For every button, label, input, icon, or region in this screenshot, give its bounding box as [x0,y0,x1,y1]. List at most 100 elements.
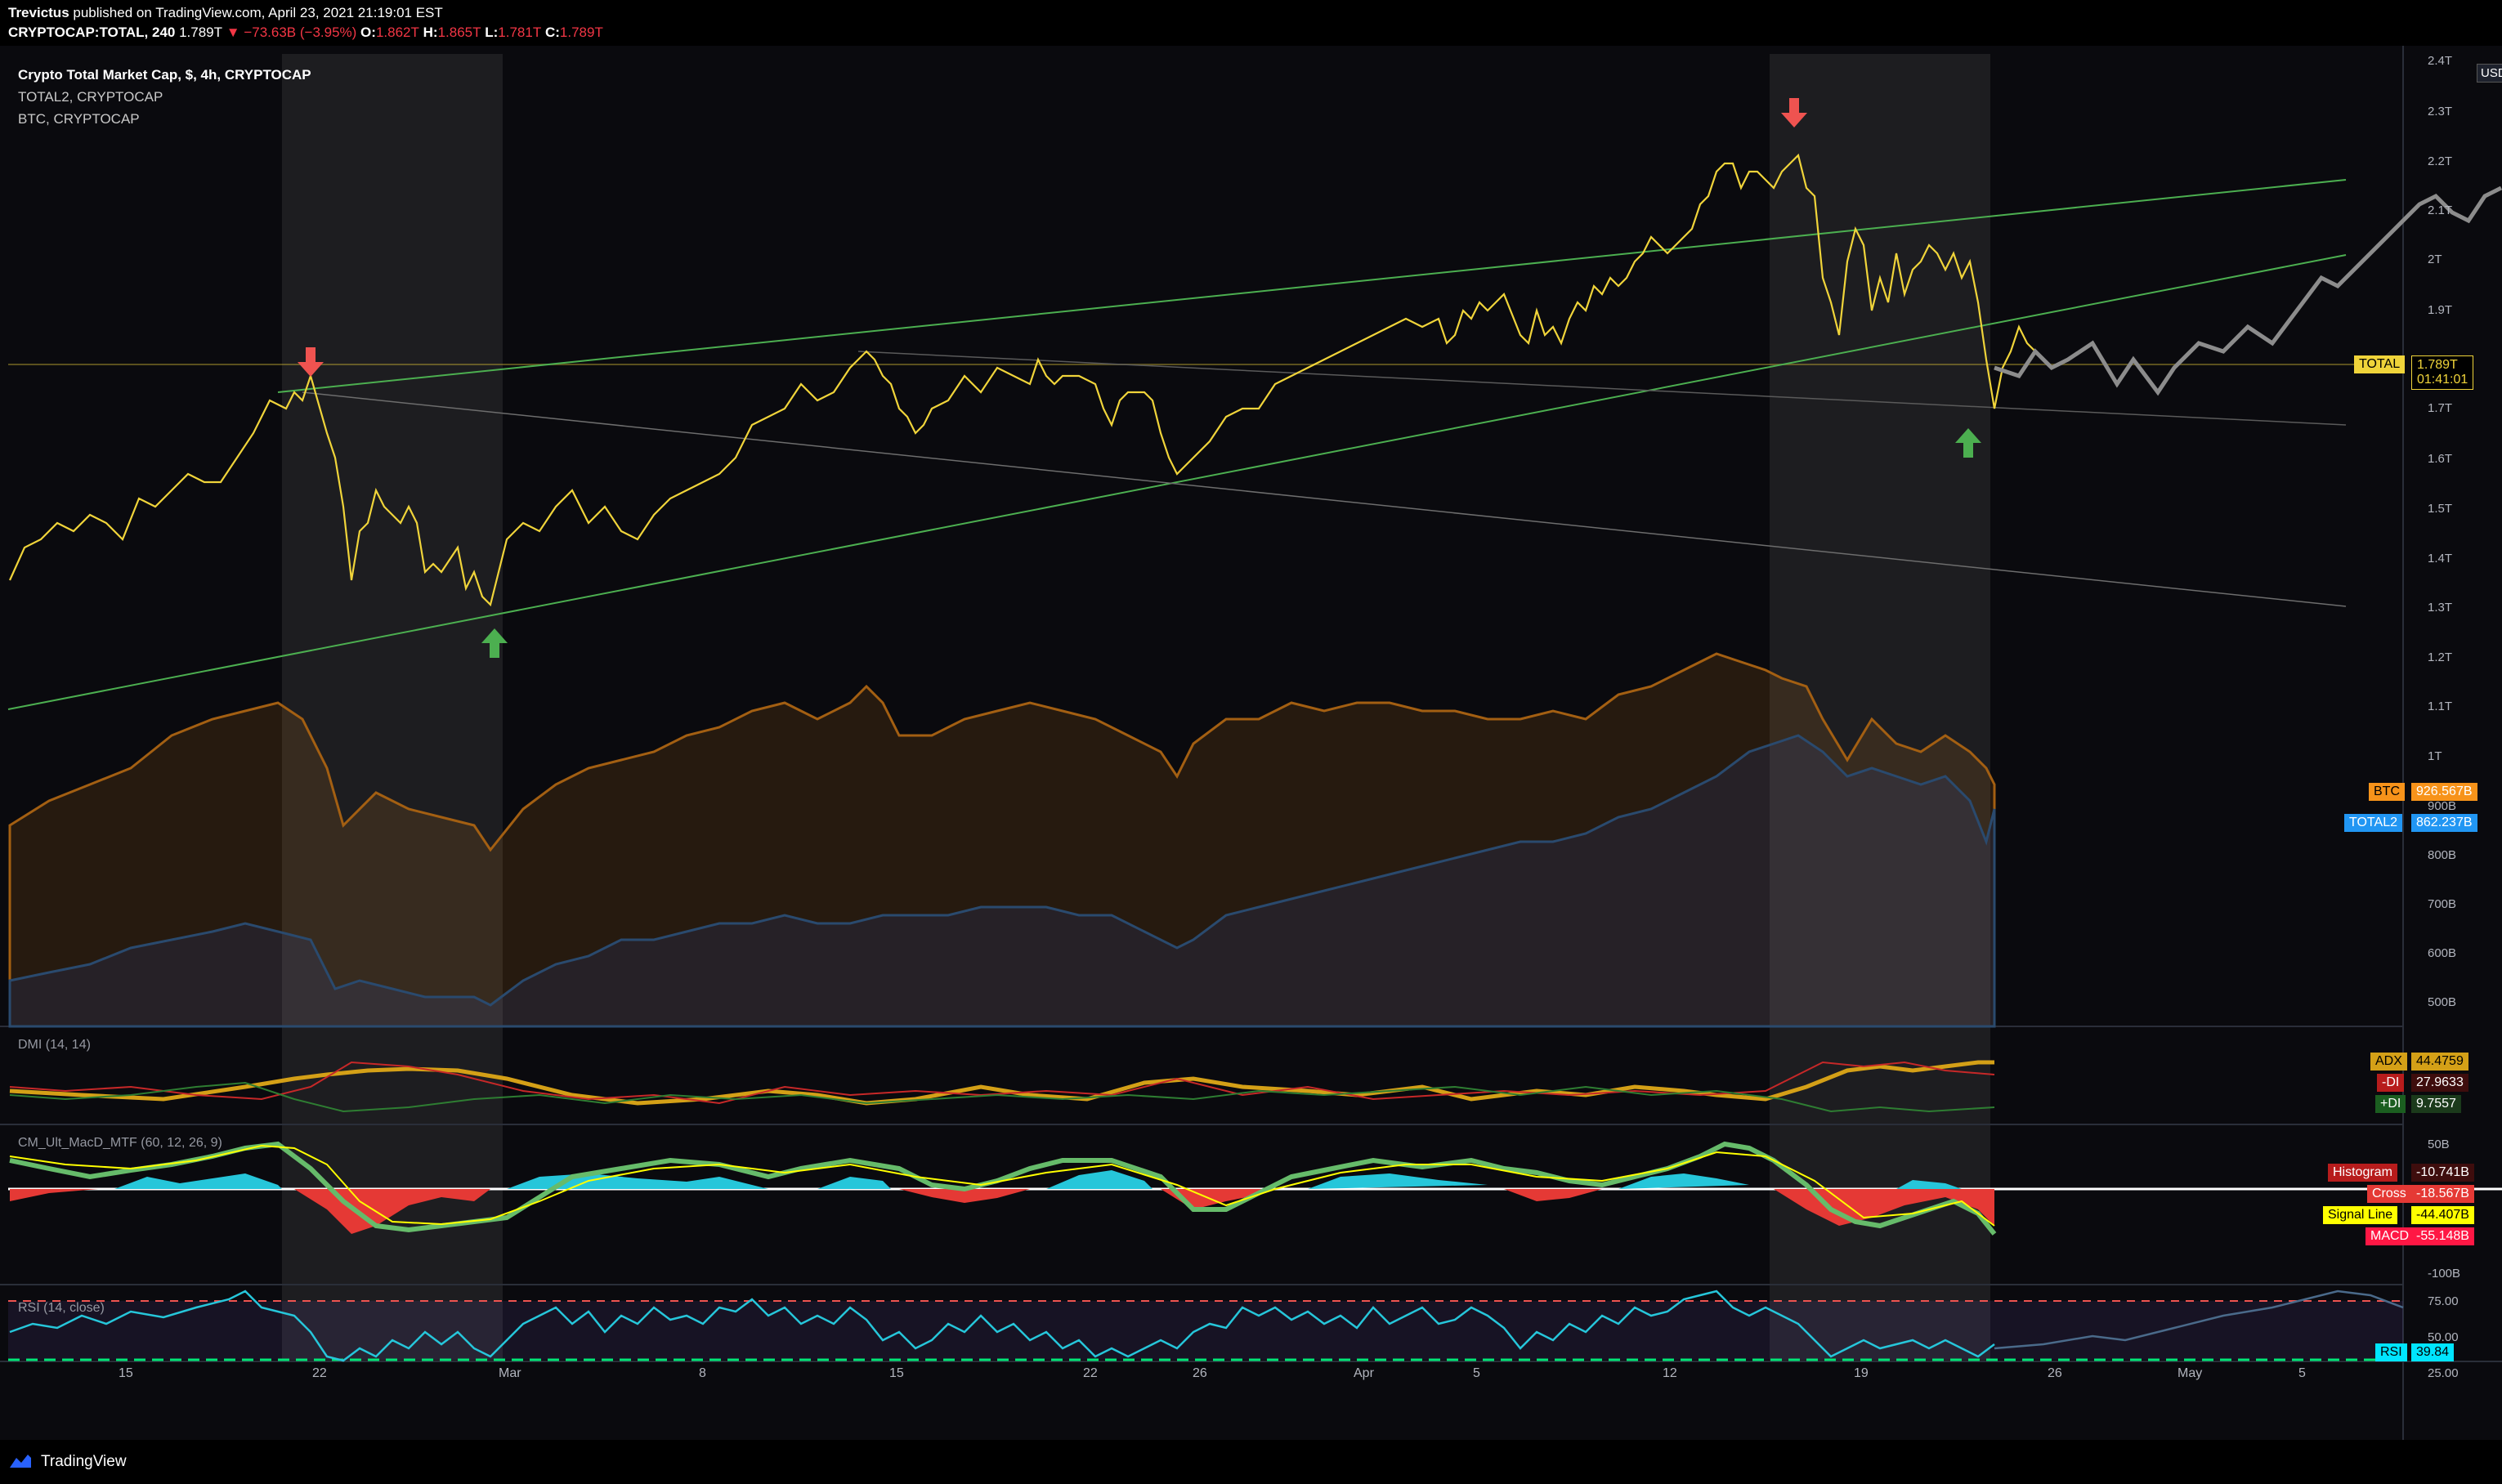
publish-header: Trevictus published on TradingView.com, … [0,0,2502,46]
macd-tag-value: -55.148B [2411,1227,2474,1245]
rsi-tag-name: RSI [2375,1343,2407,1361]
time-tick: 12 [1663,1366,1677,1380]
histogram-tag-name: Histogram [2328,1164,2397,1182]
price-change: −73.63B (−3.95%) [244,25,357,40]
price-tick: 2.1T [2428,203,2453,217]
btc-tag-name: BTC [2369,783,2405,801]
cross-tag-value: -18.567B [2411,1185,2474,1203]
price-tick: 1.6T [2428,452,2453,466]
footer-bar: TradingView [0,1440,2502,1484]
price-tick: 700B [2428,897,2457,911]
time-tick: 5 [2298,1366,2306,1380]
descending-line [302,391,2347,607]
histogram-tag-value: -10.741B [2411,1164,2474,1182]
macd-signal-line [9,1144,1995,1227]
price-tick: 1.7T [2428,401,2453,415]
close-label: C: [544,25,560,40]
macd-tag-name: MACD [2365,1227,2415,1245]
time-tick: Mar [499,1366,521,1380]
price-tick: 1.9T [2428,303,2453,317]
channel-upper [277,179,2347,393]
total-tag-price: 1.789T [2417,358,2458,372]
high-value: 1.865T [437,25,481,40]
time-tick: Apr [1354,1366,1374,1380]
legend-total2[interactable]: TOTAL2, CRYPTOCAP [18,89,163,105]
time-tick: 22 [1083,1366,1098,1380]
legend-main-series[interactable]: Crypto Total Market Cap, $, 4h, CRYPTOCA… [18,67,311,83]
price-tick: 500B [2428,995,2457,1009]
tradingview-logo-icon [10,1455,31,1468]
rsi-projection [1994,1290,2404,1350]
time-tick: 19 [1854,1366,1869,1380]
time-tick: 15 [889,1366,904,1380]
time-tick: 15 [119,1366,133,1380]
total-tag-countdown: 01:41:01 [2417,373,2468,387]
currency-label[interactable]: USD [2477,64,2502,83]
dmi-adx-line [9,1060,1994,1106]
price-tick: 900B [2428,799,2457,813]
dmi-plus-di-line [9,1081,1995,1113]
dmi-title[interactable]: DMI (14, 14) [18,1038,91,1052]
rsi-tag-value: 39.84 [2411,1343,2455,1361]
price-tick: 800B [2428,848,2457,862]
total2-tag-value: 862.237B [2411,814,2477,832]
macd-title[interactable]: CM_Ult_MacD_MTF (60, 12, 26, 9) [18,1136,222,1150]
price-tick: 1.3T [2428,601,2453,615]
rsi-axis-25: 25.00 [2428,1366,2459,1380]
price-tick: 1.5T [2428,502,2453,516]
footer-brand[interactable]: TradingView [41,1453,127,1470]
price-tick: 2T [2428,253,2442,266]
plus-di-tag-value: 9.7557 [2411,1095,2461,1113]
time-tick: 22 [312,1366,327,1380]
cross-tag-name: Cross [2367,1185,2411,1203]
publish-info: published on TradingView.com, April 23, … [73,5,443,20]
price-tick: 2.2T [2428,154,2453,168]
channel-lower [7,254,2347,710]
rsi-line [9,1290,1995,1362]
price-tick: 600B [2428,946,2457,960]
last-price: 1.789T [179,25,223,40]
author-name[interactable]: Trevictus [8,5,69,20]
symbol-label: CRYPTOCAP:TOTAL, 240 [8,25,176,40]
macd-line [9,1141,1997,1236]
rsi-band [8,1301,2403,1360]
down-arrow-icon-2 [1781,98,1807,127]
total2-tag-name: TOTAL2 [2344,814,2402,832]
total-price-line [8,153,2036,607]
down-arrow-icon-1 [298,347,324,377]
plus-di-tag-name: +DI [2375,1095,2406,1113]
signal-tag-value: -44.407B [2411,1206,2474,1224]
total2-area [8,734,1996,1028]
macd-axis-top: 50B [2428,1138,2450,1151]
open-label: O: [360,25,376,40]
ohlc-line: CRYPTOCAP:TOTAL, 240 1.789T ▼ −73.63B (−… [8,25,603,41]
time-tick: 8 [699,1366,706,1380]
price-tick: 1.4T [2428,552,2453,565]
adx-tag-value: 44.4759 [2411,1053,2468,1071]
total-tag-value: 1.789T 01:41:01 [2411,355,2474,390]
up-arrow-icon-1 [481,628,508,658]
macd-axis-bottom: -100B [2428,1267,2461,1281]
descending-line-2 [857,351,2347,426]
time-tick: 26 [2048,1366,2062,1380]
projection-path [1994,186,2502,396]
rsi-axis-50: 50.00 [2428,1330,2459,1344]
minus-di-tag-name: -DI [2377,1074,2405,1092]
adx-tag-name: ADX [2370,1053,2407,1071]
price-tick: 1.2T [2428,650,2453,664]
price-tick: 2.3T [2428,105,2453,118]
open-value: 1.862T [375,25,419,40]
btc-tag-value: 926.567B [2411,783,2477,801]
close-value: 1.789T [559,25,603,40]
rsi-title[interactable]: RSI (14, close) [18,1301,105,1315]
down-triangle-icon: ▼ [226,25,240,40]
legend-btc[interactable]: BTC, CRYPTOCAP [18,111,140,127]
time-tick: 5 [1473,1366,1480,1380]
macd-histogram-negative [10,1189,1994,1234]
highlight-zone-1 [282,54,503,1361]
highlight-zone-2 [1770,54,1990,1361]
minus-di-tag-value: 27.9633 [2411,1074,2468,1092]
high-label: H: [423,25,438,40]
series-legend: Crypto Total Market Cap, $, 4h, CRYPTOCA… [18,64,311,130]
